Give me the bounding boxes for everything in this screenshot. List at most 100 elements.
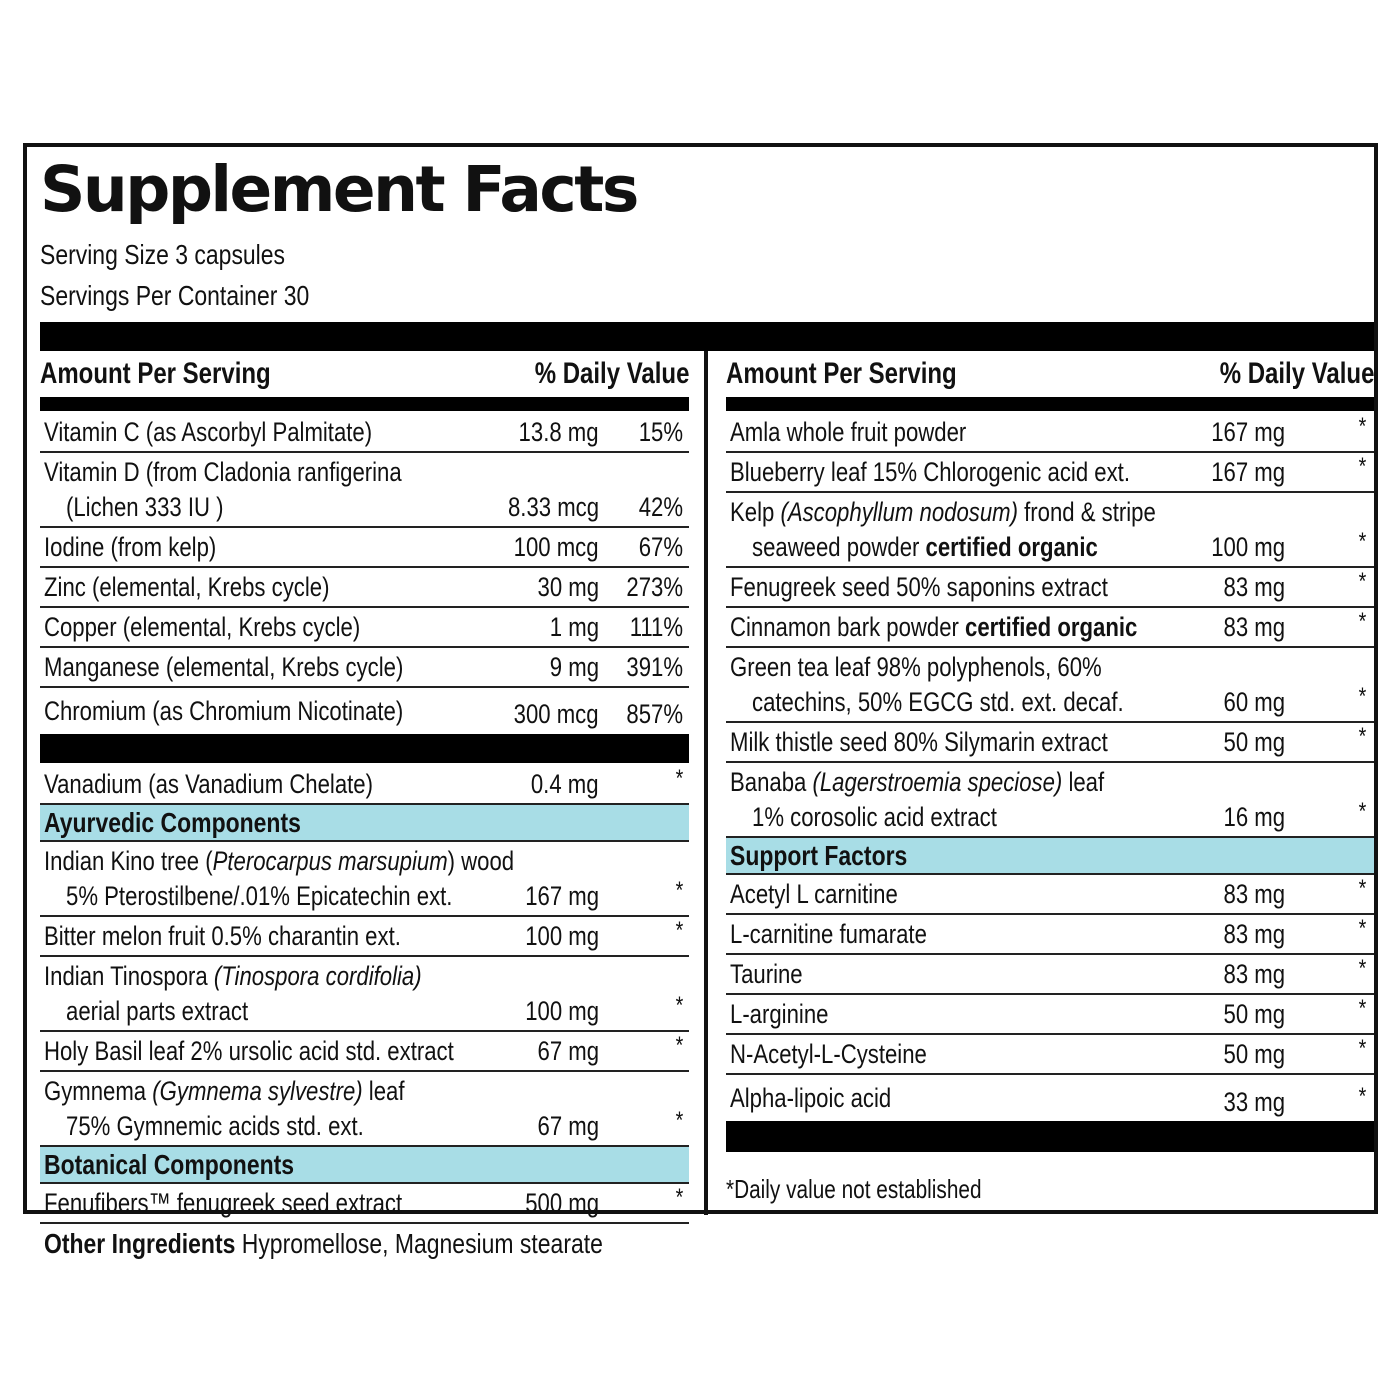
nutrient-name: Vitamin C (as Ascorbyl Palmitate) bbox=[44, 417, 373, 447]
other-ingredients-label: Other Ingredients bbox=[44, 1228, 236, 1259]
ingredient-name-line2: 75% Gymnemic acids std. ext. bbox=[66, 1111, 364, 1141]
ingredient-row: Bitter melon fruit 0.5% charantin ext. 1… bbox=[40, 917, 689, 957]
other-ingredients: Other Ingredients Hypromellose, Magnesiu… bbox=[44, 1228, 603, 1260]
daily-value-asterisk: * bbox=[1358, 915, 1366, 942]
ingredient-name-line2: 5% Pterostilbene/.01% Epicatechin ext. bbox=[66, 881, 453, 911]
ingredient-amount: 83 mg bbox=[1223, 919, 1285, 949]
ingredient-name: Cinnamon bark powder bbox=[730, 612, 966, 642]
ayurvedic-components-heading: Ayurvedic Components bbox=[40, 805, 689, 842]
nutrient-daily-value: 273% bbox=[626, 572, 683, 602]
ingredient-name: Bitter melon fruit 0.5% charantin ext. bbox=[44, 921, 401, 951]
panel-title: Supplement Facts bbox=[40, 153, 639, 226]
daily-value-asterisk: * bbox=[1358, 995, 1366, 1022]
ingredient-amount: 100 mg bbox=[1211, 532, 1285, 562]
daily-value-asterisk: * bbox=[1358, 798, 1366, 825]
ingredient-name-line2: catechins, 50% EGCG std. ext. decaf. bbox=[752, 687, 1124, 717]
ingredient-name: Amla whole fruit powder bbox=[730, 417, 967, 447]
daily-value-asterisk: * bbox=[1358, 1035, 1366, 1062]
ingredient-row: Indian Kino tree (Pterocarpus marsupium)… bbox=[40, 842, 689, 917]
ingredient-amount: 100 mg bbox=[525, 996, 599, 1026]
bottom-separator-bar bbox=[726, 1121, 1374, 1152]
ingredient-row: Amla whole fruit powder 167 mg * bbox=[726, 413, 1374, 453]
ingredient-name: Milk thistle seed 80% Silymarin extract bbox=[730, 727, 1108, 757]
ingredient-name: Acetyl L carnitine bbox=[730, 879, 898, 909]
botanical-components-heading: Botanical Components bbox=[40, 1147, 689, 1184]
nutrient-daily-value: 857% bbox=[626, 699, 683, 729]
ingredient-name: Fenufibers™ fenugreek seed extract bbox=[44, 1188, 403, 1218]
header-bar bbox=[726, 397, 1374, 411]
ingredient-amount: 167 mg bbox=[1211, 417, 1285, 447]
ingredient-name-line2: seaweed powder bbox=[752, 532, 926, 562]
ingredient-amount: 83 mg bbox=[1223, 879, 1285, 909]
ingredient-name: N-Acetyl-L-Cysteine bbox=[730, 1039, 927, 1069]
daily-value-heading: % Daily Value bbox=[1219, 357, 1374, 390]
amount-per-serving-heading: Amount Per Serving bbox=[726, 357, 957, 390]
ingredient-name-suffix: leaf bbox=[1062, 767, 1105, 797]
ingredient-row: N-Acetyl-L-Cysteine 50 mg * bbox=[726, 1035, 1374, 1075]
top-separator-bar bbox=[40, 322, 1374, 351]
ingredient-row: Gymnema (Gymnema sylvestre) leaf 75% Gym… bbox=[40, 1072, 689, 1147]
nutrient-name: Vanadium (as Vanadium Chelate) bbox=[44, 769, 373, 799]
amount-per-serving-heading: Amount Per Serving bbox=[40, 357, 271, 390]
daily-value-asterisk: * bbox=[1358, 453, 1366, 480]
ingredient-amount: 167 mg bbox=[525, 881, 599, 911]
nutrient-amount: 30 mg bbox=[537, 572, 599, 602]
ingredient-amount: 50 mg bbox=[1223, 1039, 1285, 1069]
ingredient-name: Banaba bbox=[730, 767, 813, 797]
ingredient-row: Indian Tinospora (Tinospora cordifolia) … bbox=[40, 957, 689, 1032]
ingredient-row: Fenufibers™ fenugreek seed extract 500 m… bbox=[40, 1184, 689, 1224]
ingredient-name-suffix: frond & stripe bbox=[1017, 497, 1156, 527]
ingredient-latin-name: (Ascophyllum nodosum) bbox=[780, 497, 1018, 527]
nutrient-name: Iodine (from kelp) bbox=[44, 532, 217, 562]
daily-value-asterisk: * bbox=[1358, 608, 1366, 635]
ingredient-amount: 50 mg bbox=[1223, 999, 1285, 1029]
daily-value-asterisk: * bbox=[1358, 723, 1366, 750]
ingredient-name-suffix: ) wood bbox=[447, 846, 515, 876]
daily-value-asterisk: * bbox=[675, 1032, 683, 1059]
ingredient-row: L-arginine 50 mg * bbox=[726, 995, 1374, 1035]
nutrient-row: Chromium (as Chromium Nicotinate) 300 mc… bbox=[40, 688, 689, 733]
daily-value-asterisk: * bbox=[675, 1107, 683, 1134]
ingredient-row: Holy Basil leaf 2% ursolic acid std. ext… bbox=[40, 1032, 689, 1072]
ingredient-name: Blueberry leaf 15% Chlorogenic acid ext. bbox=[730, 457, 1130, 487]
nutrient-daily-value: 391% bbox=[626, 652, 683, 682]
ingredient-amount: 33 mg bbox=[1223, 1087, 1285, 1117]
certified-organic-label: certified organic bbox=[965, 612, 1138, 642]
header-bar bbox=[40, 397, 689, 411]
certified-organic-label: certified organic bbox=[925, 532, 1098, 562]
ingredient-row: Milk thistle seed 80% Silymarin extract … bbox=[726, 723, 1374, 763]
daily-value-asterisk: * bbox=[675, 917, 683, 944]
right-column-header: Amount Per Serving % Daily Value bbox=[726, 351, 1374, 397]
ingredient-amount: 500 mg bbox=[525, 1188, 599, 1218]
nutrient-name: Zinc (elemental, Krebs cycle) bbox=[44, 572, 330, 602]
ingredient-amount: 83 mg bbox=[1223, 612, 1285, 642]
ingredient-name-line2: aerial parts extract bbox=[66, 996, 249, 1026]
nutrient-row: Manganese (elemental, Krebs cycle) 9 mg … bbox=[40, 648, 689, 688]
servings-per-container: Servings Per Container 30 bbox=[40, 280, 310, 311]
nutrient-name: Vitamin D (from Cladonia ranfigerina bbox=[44, 457, 402, 487]
left-column: Amount Per Serving % Daily Value Vitamin… bbox=[40, 351, 689, 1224]
ingredient-name-suffix: leaf bbox=[362, 1076, 405, 1106]
daily-value-heading: % Daily Value bbox=[534, 357, 689, 390]
ingredient-amount: 67 mg bbox=[537, 1036, 599, 1066]
nutrient-name: Chromium (as Chromium Nicotinate) bbox=[44, 696, 404, 726]
ingredient-amount: 16 mg bbox=[1223, 802, 1285, 832]
ingredient-amount: 100 mg bbox=[525, 921, 599, 951]
ingredient-name: L-arginine bbox=[730, 999, 829, 1029]
ingredient-name: Kelp bbox=[730, 497, 781, 527]
nutrient-amount: 8.33 mcg bbox=[507, 492, 599, 522]
daily-value-asterisk: * bbox=[675, 992, 683, 1019]
daily-value-asterisk: * bbox=[1358, 568, 1366, 595]
nutrient-amount: 300 mcg bbox=[514, 699, 599, 729]
nutrient-row: Vitamin C (as Ascorbyl Palmitate) 13.8 m… bbox=[40, 413, 689, 453]
support-factors-heading: Support Factors bbox=[726, 838, 1374, 875]
ingredient-row: Banaba (Lagerstroemia speciose) leaf 1% … bbox=[726, 763, 1374, 838]
daily-value-asterisk: * bbox=[675, 765, 683, 792]
ingredient-amount: 167 mg bbox=[1211, 457, 1285, 487]
ingredient-row: Blueberry leaf 15% Chlorogenic acid ext.… bbox=[726, 453, 1374, 493]
ingredient-name: Fenugreek seed 50% saponins extract bbox=[730, 572, 1108, 602]
daily-value-asterisk: * bbox=[1358, 955, 1366, 982]
ingredient-name: Gymnema bbox=[44, 1076, 153, 1106]
ingredient-latin-name: (Gymnema sylvestre) bbox=[152, 1076, 363, 1106]
nutrient-daily-value: 15% bbox=[638, 417, 683, 447]
